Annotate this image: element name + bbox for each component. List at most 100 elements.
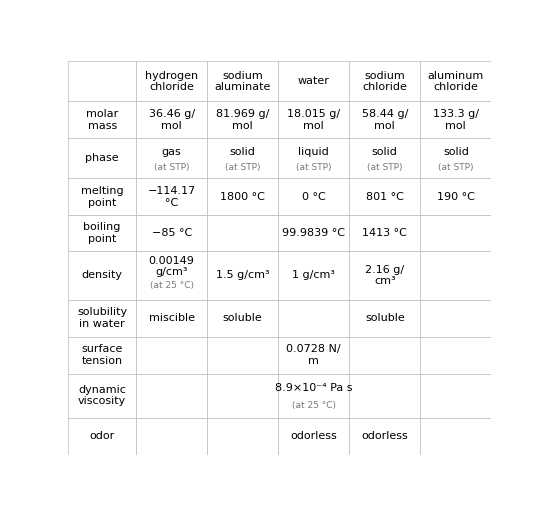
Bar (420, 299, 491, 337)
Text: (at 25 °C): (at 25 °C) (150, 282, 194, 290)
Bar (420, 374, 491, 418)
Text: 1 g/cm³: 1 g/cm³ (292, 270, 335, 281)
Bar (68, 418, 136, 455)
Bar (207, 251, 278, 299)
Bar (420, 178, 491, 215)
Bar (136, 178, 207, 215)
Bar (349, 374, 420, 418)
Bar (136, 215, 207, 251)
Bar (349, 101, 420, 138)
Bar (278, 178, 349, 215)
Bar (207, 374, 278, 418)
Bar (68, 299, 136, 337)
Text: (at STP): (at STP) (367, 162, 402, 172)
Bar (420, 61, 491, 101)
Text: 99.9839 °C: 99.9839 °C (282, 228, 345, 238)
Bar (68, 337, 136, 374)
Bar (420, 251, 491, 299)
Bar (278, 251, 349, 299)
Text: solid: solid (230, 147, 256, 157)
Text: odorless: odorless (290, 431, 337, 442)
Bar (420, 215, 491, 251)
Text: odorless: odorless (361, 431, 408, 442)
Text: molar
mass: molar mass (86, 109, 118, 131)
Text: −85 °C: −85 °C (151, 228, 192, 238)
Bar (68, 251, 136, 299)
Text: 18.015 g/
mol: 18.015 g/ mol (287, 109, 340, 131)
Bar (207, 418, 278, 455)
Bar (136, 251, 207, 299)
Text: 801 °C: 801 °C (366, 192, 403, 202)
Text: 0 °C: 0 °C (302, 192, 325, 202)
Text: 1800 °C: 1800 °C (220, 192, 265, 202)
Text: odor: odor (90, 431, 115, 442)
Bar (278, 418, 349, 455)
Text: −114.17
°C: −114.17 °C (147, 186, 196, 207)
Bar (136, 374, 207, 418)
Text: liquid: liquid (298, 147, 329, 157)
Text: solid: solid (372, 147, 397, 157)
Text: solid: solid (443, 147, 469, 157)
Text: solubility
in water: solubility in water (77, 307, 127, 329)
Bar (68, 61, 136, 101)
Bar (278, 101, 349, 138)
Text: (at STP): (at STP) (154, 162, 189, 172)
Bar (207, 61, 278, 101)
Bar (349, 418, 420, 455)
Text: soluble: soluble (365, 313, 405, 323)
Bar (207, 101, 278, 138)
Text: miscible: miscible (149, 313, 194, 323)
Bar (207, 337, 278, 374)
Bar (136, 299, 207, 337)
Text: 133.3 g/
mol: 133.3 g/ mol (433, 109, 479, 131)
Text: melting
point: melting point (81, 186, 123, 207)
Bar (207, 138, 278, 178)
Bar (68, 374, 136, 418)
Bar (349, 337, 420, 374)
Text: 1413 °C: 1413 °C (363, 228, 407, 238)
Text: 0.00149
g/cm³: 0.00149 g/cm³ (149, 256, 194, 277)
Text: boiling
point: boiling point (84, 222, 121, 244)
Text: 81.969 g/
mol: 81.969 g/ mol (216, 109, 269, 131)
Text: 58.44 g/
mol: 58.44 g/ mol (361, 109, 408, 131)
Bar (278, 299, 349, 337)
Text: phase: phase (85, 153, 119, 164)
Bar (278, 215, 349, 251)
Bar (136, 138, 207, 178)
Bar (68, 138, 136, 178)
Text: 8.9×10⁻⁴ Pa s: 8.9×10⁻⁴ Pa s (275, 383, 353, 393)
Bar (278, 61, 349, 101)
Bar (136, 61, 207, 101)
Text: density: density (82, 270, 123, 281)
Bar (420, 101, 491, 138)
Text: (at STP): (at STP) (296, 162, 331, 172)
Bar (207, 178, 278, 215)
Text: gas: gas (162, 147, 181, 157)
Text: water: water (298, 76, 330, 86)
Bar (349, 178, 420, 215)
Text: sodium
chloride: sodium chloride (363, 71, 407, 92)
Text: (at STP): (at STP) (225, 162, 260, 172)
Text: surface
tension: surface tension (81, 344, 123, 366)
Bar (68, 178, 136, 215)
Bar (136, 418, 207, 455)
Text: aluminum
chloride: aluminum chloride (428, 71, 484, 92)
Text: 2.16 g/
cm³: 2.16 g/ cm³ (365, 265, 405, 286)
Bar (68, 101, 136, 138)
Bar (136, 101, 207, 138)
Bar (278, 374, 349, 418)
Text: 0.0728 N/
m: 0.0728 N/ m (287, 344, 341, 366)
Text: soluble: soluble (223, 313, 263, 323)
Text: 190 °C: 190 °C (437, 192, 475, 202)
Bar (420, 418, 491, 455)
Bar (278, 138, 349, 178)
Text: 1.5 g/cm³: 1.5 g/cm³ (216, 270, 270, 281)
Text: dynamic
viscosity: dynamic viscosity (78, 385, 126, 406)
Bar (349, 61, 420, 101)
Text: (at STP): (at STP) (438, 162, 473, 172)
Bar (68, 215, 136, 251)
Bar (349, 299, 420, 337)
Bar (207, 215, 278, 251)
Bar (349, 251, 420, 299)
Text: 36.46 g/
mol: 36.46 g/ mol (149, 109, 195, 131)
